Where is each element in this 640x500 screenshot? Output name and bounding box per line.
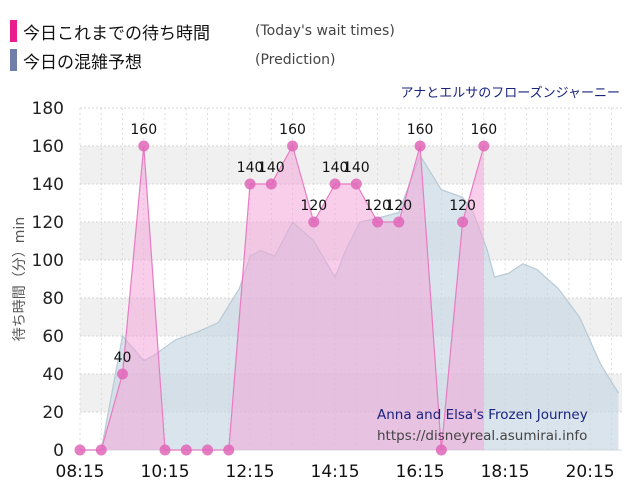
data-label: 120 — [300, 198, 327, 214]
watermark-name: Anna and Elsa's Frozen Journey — [377, 407, 588, 423]
actual-point — [329, 178, 341, 190]
data-label: 120 — [385, 198, 412, 214]
actual-point — [287, 140, 299, 152]
data-label: 140 — [343, 160, 370, 176]
y-tick-label: 80 — [42, 289, 64, 309]
actual-area — [74, 140, 490, 456]
actual-point — [350, 178, 362, 190]
legend-prediction-swatch — [10, 49, 17, 71]
x-tick-label: 18:15 — [481, 462, 530, 482]
y-tick-label: 40 — [42, 365, 64, 385]
y-tick-label: 100 — [32, 251, 64, 271]
actual-point — [117, 368, 129, 380]
y-tick-label: 0 — [53, 441, 64, 461]
legend-actual-label: 今日これまでの待ち時間 — [23, 23, 210, 44]
legend-prediction: 今日の混雑予想 (Prediction) — [10, 47, 335, 73]
data-label: 160 — [470, 122, 497, 138]
data-label: 160 — [407, 122, 434, 138]
x-tick-label: 14:15 — [311, 462, 360, 482]
legend-prediction-label: 今日の混雑予想 — [23, 52, 142, 73]
actual-point — [457, 216, 469, 228]
axes: 0 20 40 60 80 100 120 140 160 180 08:15 10:15 12:15 1… — [12, 99, 615, 482]
legend-actual-en: (Today's wait times) — [255, 23, 395, 39]
y-axis-title: 待ち時間（分）min — [12, 217, 28, 341]
actual-point — [95, 444, 107, 456]
actual-point — [74, 444, 86, 456]
x-tick-label: 10:15 — [141, 462, 190, 482]
data-label: 120 — [449, 198, 476, 214]
actual-point — [223, 444, 235, 456]
x-tick-label: 08:15 — [56, 462, 105, 482]
legend-prediction-en: (Prediction) — [255, 52, 336, 68]
watermark-url: https://disneyreal.asumirai.info — [377, 428, 588, 444]
actual-point — [244, 178, 256, 190]
data-label: 140 — [258, 160, 285, 176]
legend-actual: 今日これまでの待ち時間 (Today's wait times) — [10, 18, 395, 44]
grid-band — [80, 146, 622, 184]
actual-point — [308, 216, 320, 228]
data-label: 140 — [237, 160, 264, 176]
data-label: 120 — [364, 198, 391, 214]
actual-point — [202, 444, 214, 456]
legend-actual-swatch — [10, 20, 17, 42]
y-tick-label: 140 — [32, 175, 64, 195]
y-tick-label: 180 — [32, 99, 64, 119]
actual-point — [180, 444, 192, 456]
y-tick-label: 160 — [32, 137, 64, 157]
y-tick-label: 120 — [32, 213, 64, 233]
x-tick-label: 20:15 — [566, 462, 615, 482]
actual-point — [414, 140, 426, 152]
y-tick-label: 20 — [42, 403, 64, 423]
x-tick-label: 16:15 — [396, 462, 445, 482]
attraction-title: アナとエルサのフローズンジャーニー — [400, 86, 620, 101]
actual-point — [478, 140, 490, 152]
actual-line — [80, 144, 485, 451]
x-tick-label: 12:15 — [226, 462, 275, 482]
data-label: 140 — [322, 160, 349, 176]
data-label: 160 — [130, 122, 157, 138]
actual-point — [159, 444, 171, 456]
actual-point — [435, 444, 447, 456]
actual-point — [393, 216, 405, 228]
data-label: 40 — [114, 350, 132, 366]
data-label: 160 — [279, 122, 306, 138]
actual-point — [265, 178, 277, 190]
y-tick-label: 60 — [42, 327, 64, 347]
actual-point — [372, 216, 384, 228]
actual-point — [138, 140, 150, 152]
